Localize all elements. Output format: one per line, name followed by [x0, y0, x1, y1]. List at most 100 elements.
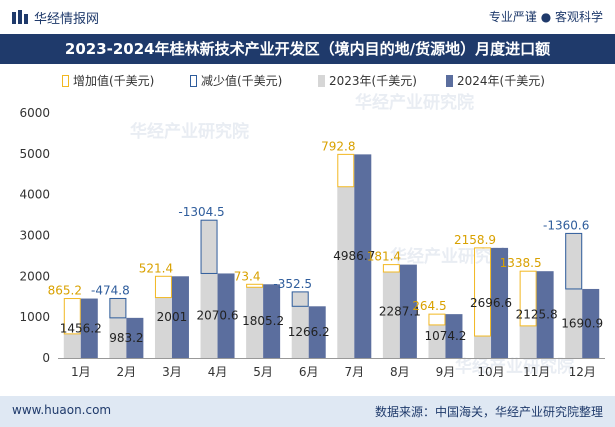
- change-label-10: 2158.9: [454, 233, 496, 247]
- y-tick-2: 2000: [19, 269, 50, 283]
- value-label-3: 2001: [157, 310, 188, 324]
- x-tick-12: 12月: [569, 365, 596, 379]
- x-tick-6: 6月: [299, 365, 319, 379]
- value-label-2: 983.2: [109, 331, 143, 345]
- y-tick-0: 0: [42, 351, 50, 365]
- brand-logo-icon: [12, 10, 28, 24]
- change-label-1: 865.2: [48, 284, 82, 298]
- bar-2023-10: [474, 336, 492, 358]
- change-label-7: 792.8: [321, 139, 355, 153]
- legend-2024-label: 2024年(千美元): [457, 74, 545, 88]
- bar-2023-5: [246, 287, 264, 358]
- change-box-7: [337, 153, 355, 188]
- x-tick-3: 3月: [162, 365, 182, 379]
- bar-2024-6: [308, 306, 326, 358]
- top-bar: 华经情报网 专业严谨 ● 客观科学: [0, 0, 615, 34]
- change-label-11: 1338.5: [500, 256, 542, 270]
- change-label-6: -352.5: [273, 277, 312, 291]
- data-labels: 865.2 1456.2 1月 -474.8 983.2 2月 521.4 2001 3月 -13…: [48, 139, 604, 379]
- bar-2024-12: [582, 288, 600, 358]
- bar-2023-4: [200, 220, 218, 358]
- change-box-9: [428, 313, 446, 326]
- bar-2024-1: [80, 298, 98, 358]
- y-tick-4: 4000: [19, 188, 50, 202]
- change-label-8: 181.4: [367, 250, 401, 264]
- legend-decrease-label: 减少值(千美元): [201, 74, 283, 88]
- bar-2024-8: [399, 264, 417, 358]
- change-label-5: 73.4: [234, 269, 261, 283]
- change-box-5: [246, 283, 264, 288]
- value-label-7: 4986.7: [333, 249, 375, 263]
- change-label-12: -1360.6: [543, 218, 589, 232]
- watermark-2: 华经产业研究院: [130, 121, 249, 142]
- bar-2023-11: [519, 325, 537, 358]
- x-tick-2: 2月: [117, 365, 137, 379]
- y-axis: 0 1000 2000 3000 4000 5000 6000: [19, 106, 605, 365]
- chart-legend: 增加值(千美元) 减少值(千美元) 2023年(千美元) 2024年(千美元): [0, 72, 615, 90]
- legend-increase-label: 增加值(千美元): [73, 74, 155, 88]
- legend-2024-swatch: [446, 74, 453, 87]
- value-label-12: 1690.9: [561, 316, 603, 330]
- bar-2024-2: [126, 317, 144, 358]
- y-tick-6: 6000: [19, 106, 50, 120]
- bar-2023-7: [337, 186, 355, 358]
- value-label-10: 2696.6: [470, 296, 512, 310]
- bar-2024-5: [263, 284, 281, 358]
- legend-2023-label: 2023年(千美元): [329, 74, 417, 88]
- watermark-3: 华经产业研究院: [390, 246, 509, 267]
- change-box-11: [519, 270, 537, 327]
- value-label-4: 2070.6: [197, 309, 239, 323]
- watermark-4: 华经产业研究院: [455, 356, 574, 377]
- legend-decrease: 减少值(千美元): [190, 72, 282, 89]
- change-box-4: [200, 219, 218, 274]
- value-label-1: 1456.2: [60, 321, 102, 335]
- change-box-3: [154, 275, 172, 299]
- change-box-6: [291, 291, 309, 307]
- chart-title: 2023-2024年桂林新技术产业开发区（境内目的地/货源地）月度进口额: [0, 34, 615, 64]
- value-label-5: 1805.2: [242, 314, 284, 328]
- legend-2024: 2024年(千美元): [446, 72, 545, 89]
- bar-2024-7: [354, 154, 372, 358]
- x-tick-10: 10月: [477, 365, 504, 379]
- bar-2023-3: [154, 297, 172, 358]
- bar-2024-4: [217, 273, 235, 358]
- footer-source: 数据来源：中国海关，华经产业研究院整理: [374, 405, 603, 419]
- value-label-6: 1266.2: [288, 325, 330, 339]
- x-tick-5: 5月: [253, 365, 273, 379]
- bar-2023-6: [291, 291, 309, 358]
- y-tick-3: 3000: [19, 229, 50, 243]
- bar-2024-3: [171, 276, 189, 358]
- legend-decrease-swatch: [190, 74, 197, 87]
- value-label-9: 1074.2: [424, 329, 466, 343]
- value-label-8: 2287.1: [379, 304, 421, 318]
- y-tick-1: 1000: [19, 310, 50, 324]
- x-tick-1: 1月: [71, 365, 91, 379]
- change-label-3: 521.4: [139, 261, 173, 275]
- bar-2023-1: [63, 333, 81, 358]
- x-tick-4: 4月: [208, 365, 228, 379]
- bar-2023-9: [428, 324, 446, 358]
- change-label-4: -1304.5: [178, 205, 224, 219]
- x-tick-9: 9月: [436, 365, 456, 379]
- change-box-2: [109, 297, 127, 319]
- bar-2024-10: [491, 247, 509, 358]
- bar-2024-11: [536, 271, 554, 358]
- change-label-9: 264.5: [412, 299, 446, 313]
- watermark-1: 华经产业研究院: [355, 92, 474, 113]
- bar-2023-2: [109, 298, 127, 358]
- bar-2023-8: [382, 272, 400, 358]
- change-box-12: [565, 232, 583, 290]
- x-tick-11: 11月: [523, 365, 550, 379]
- legend-2023-swatch: [318, 74, 325, 87]
- bars: [63, 153, 600, 358]
- footer-bar: www.huaon.com 数据来源：中国海关，华经产业研究院整理: [0, 396, 615, 427]
- legend-increase: 增加值(千美元): [62, 72, 154, 89]
- bar-2024-9: [445, 314, 463, 358]
- y-tick-5: 5000: [19, 147, 50, 161]
- brand-name: 华经情报网: [34, 12, 100, 27]
- change-box-1: [63, 298, 81, 335]
- change-box-10: [474, 247, 492, 337]
- x-tick-8: 8月: [390, 365, 410, 379]
